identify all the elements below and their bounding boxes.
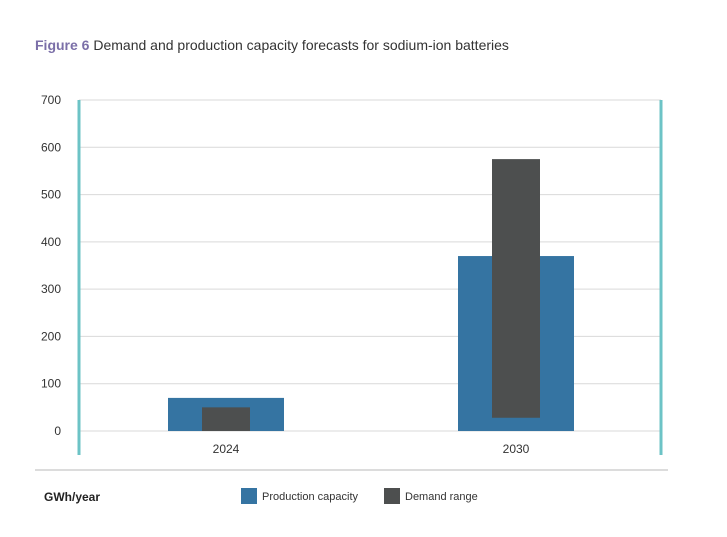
y-tick-label: 100 xyxy=(41,377,61,391)
demand-range-bar xyxy=(492,159,540,418)
x-tick-label: 2030 xyxy=(503,442,530,456)
legend-swatch xyxy=(384,488,400,504)
y-tick-label: 200 xyxy=(41,329,61,343)
chart-title: Figure 6 Demand and production capacity … xyxy=(35,37,509,53)
y-tick-label: 300 xyxy=(41,282,61,296)
y-axis-unit-label: GWh/year xyxy=(44,490,100,504)
x-tick-label: 2024 xyxy=(213,442,240,456)
legend-label: Demand range xyxy=(405,491,478,503)
title-text: Demand and production capacity forecasts… xyxy=(93,37,509,53)
y-tick-label: 600 xyxy=(41,140,61,154)
y-tick-label: 0 xyxy=(54,424,61,438)
demand-range-bar xyxy=(202,407,250,431)
y-tick-label: 500 xyxy=(41,188,61,202)
figure-number: Figure 6 xyxy=(35,37,90,53)
legend-label: Production capacity xyxy=(262,491,358,503)
y-tick-label: 400 xyxy=(41,235,61,249)
y-tick-label: 700 xyxy=(41,93,61,107)
legend-swatch xyxy=(241,488,257,504)
